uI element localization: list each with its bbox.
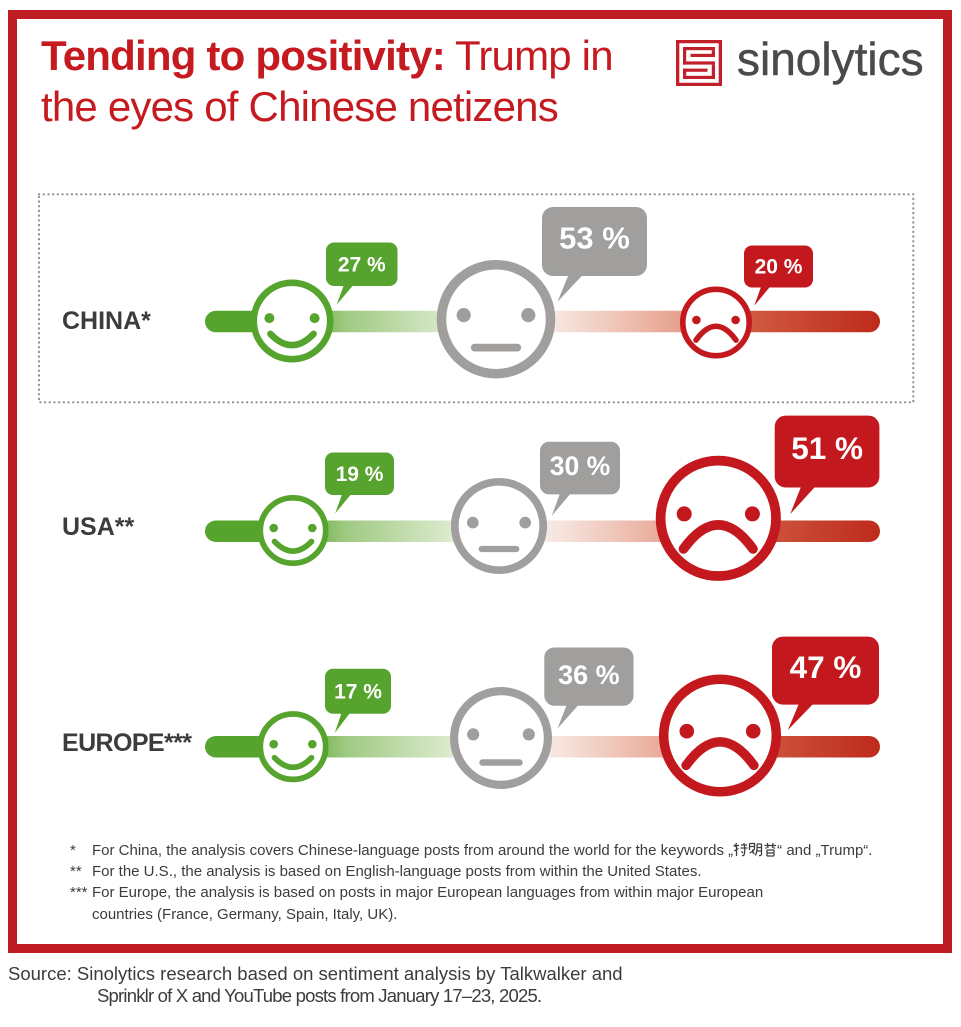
svg-text:20 %: 20 %	[755, 256, 803, 279]
svg-text:27 %: 27 %	[338, 253, 386, 276]
svg-text:19 %: 19 %	[336, 463, 384, 486]
svg-text:17 %: 17 %	[334, 681, 382, 704]
svg-text:47 %: 47 %	[790, 649, 862, 685]
svg-text:53 %: 53 %	[559, 221, 630, 256]
svg-text:36 %: 36 %	[558, 660, 620, 690]
svg-text:51 %: 51 %	[791, 430, 863, 466]
svg-text:30 %: 30 %	[550, 451, 610, 481]
